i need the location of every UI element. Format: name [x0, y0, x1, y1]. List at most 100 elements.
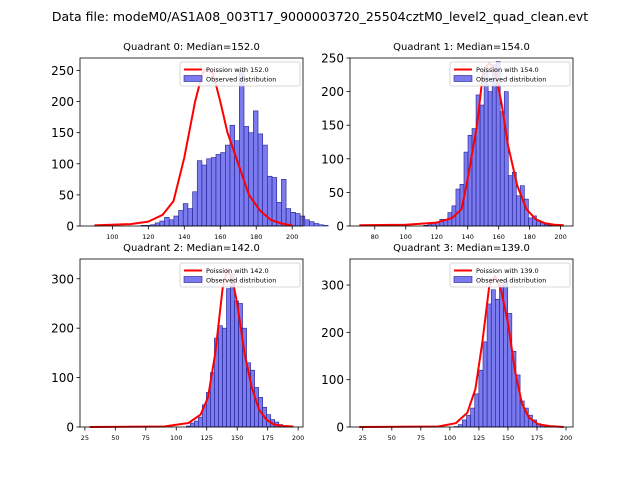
histogram-bar — [290, 212, 296, 227]
legend-bar-swatch — [453, 276, 473, 283]
x-tick-label: 150 — [502, 434, 514, 442]
y-tick-label: 0 — [66, 220, 74, 234]
histogram-bar — [483, 71, 489, 227]
histogram-bar — [299, 215, 306, 227]
y-tick-label: 250 — [321, 52, 344, 66]
x-tick-label: 75 — [142, 434, 150, 442]
histogram-bar — [528, 217, 533, 227]
histogram-bar — [198, 416, 203, 428]
y-tick-label: 50 — [59, 188, 74, 202]
y-tick-label: 0 — [336, 220, 344, 234]
histogram-bar — [225, 144, 231, 227]
histogram-bar — [281, 179, 287, 227]
histogram-bar — [243, 126, 249, 227]
legend-box — [449, 61, 571, 87]
histogram-bars — [423, 61, 553, 227]
x-tick-label: 50 — [111, 434, 119, 442]
x-tick-label: 175 — [261, 434, 273, 442]
histogram-bar — [206, 158, 212, 227]
histogram-bar — [220, 152, 226, 227]
y-tick-label: 300 — [51, 272, 74, 286]
axes-frame — [349, 258, 574, 428]
legend-bar-swatch — [453, 75, 473, 82]
x-tick-label: 75 — [417, 434, 425, 442]
x-tick-label: 50 — [388, 434, 396, 442]
legend: Poission with 154.0 Observed distribution — [449, 61, 571, 87]
histogram-bar — [189, 422, 195, 428]
histogram-bars — [140, 70, 329, 227]
histogram-bar — [194, 420, 199, 428]
y-tick-label: 0 — [66, 421, 74, 435]
histogram-bar — [215, 154, 221, 227]
histogram-bar — [201, 164, 207, 227]
histogram-bar — [487, 91, 493, 227]
histogram-bar — [154, 222, 161, 227]
axes-frame — [349, 57, 574, 227]
histogram-bar — [474, 393, 480, 428]
histogram-bar — [470, 407, 476, 428]
x-tick-label: 200 — [554, 233, 566, 241]
histogram-bar — [218, 325, 223, 428]
histogram-bar — [318, 224, 324, 227]
y-tick-label: 100 — [51, 157, 74, 171]
legend-bar-label: Observed distribution — [206, 76, 276, 84]
histogram-bar — [479, 104, 485, 227]
subplot-title: Quadrant 0: Median=152.0 — [123, 42, 260, 53]
y-tick-label: 250 — [51, 64, 74, 78]
legend-box — [179, 61, 301, 87]
histogram-bar — [495, 298, 500, 428]
y-tick-label: 150 — [51, 126, 74, 140]
histogram-bar — [516, 195, 521, 227]
legend-bar-swatch — [183, 276, 203, 283]
legend-bar-label: Observed distribution — [476, 76, 546, 84]
x-tick-label: 25 — [359, 434, 367, 442]
subplot-quadrant-0: Quadrant 0: Median=152.0 100 120 140 160 180 2… — [51, 42, 329, 241]
axes-frame — [79, 258, 304, 428]
histogram-bar — [164, 216, 170, 227]
histogram-bars — [185, 273, 292, 428]
histogram-bar — [491, 64, 497, 227]
histogram-bar — [309, 221, 315, 227]
legend-line-label: Poission with 152.0 — [206, 66, 269, 74]
histogram-bar — [226, 288, 231, 428]
histogram-bar — [196, 160, 203, 227]
legend-line-label: Poission with 139.0 — [476, 267, 539, 275]
y-tick-label: 300 — [321, 279, 344, 293]
x-tick-label: 120 — [431, 233, 443, 241]
x-tick-label: 180 — [250, 233, 262, 241]
y-tick-label: 150 — [321, 119, 344, 133]
x-tick-label: 200 — [292, 434, 304, 442]
x-tick-label: 200 — [286, 233, 298, 241]
histogram-bar — [304, 219, 310, 227]
y-tick-label: 200 — [51, 322, 74, 336]
histogram-bar — [178, 210, 184, 227]
x-tick-label: 125 — [473, 434, 485, 442]
histogram-bar — [187, 208, 193, 227]
histogram-bar — [285, 208, 292, 227]
legend-bar-label: Observed distribution — [476, 277, 546, 285]
x-tick-label: 150 — [231, 434, 243, 442]
legend-bar-swatch — [183, 75, 203, 82]
subplot-title: Quadrant 2: Median=142.0 — [123, 243, 260, 254]
histogram-bar — [168, 219, 175, 227]
histogram-bar — [253, 110, 259, 227]
histogram-bar — [462, 419, 467, 428]
x-tick-label: 200 — [560, 434, 572, 442]
legend: Poission with 152.0 Observed distribution — [179, 61, 301, 87]
y-tick-label: 50 — [329, 186, 344, 200]
y-tick-label: 100 — [321, 373, 344, 387]
histogram-bar — [222, 327, 227, 428]
histogram-bar — [323, 225, 329, 227]
subplot-quadrant-2: Quadrant 2: Median=142.0 25 50 75 100 125 150 1… — [51, 243, 304, 442]
legend-box — [449, 262, 571, 288]
legend-bar-label: Observed distribution — [206, 277, 276, 285]
x-tick-label: 175 — [531, 434, 543, 442]
histogram-bar — [230, 273, 235, 428]
legend: Poission with 139.0 Observed distribution — [449, 262, 571, 288]
histogram-bar — [271, 177, 278, 227]
legend: Poission with 142.0 Observed distribution — [179, 262, 301, 288]
histogram-bar — [478, 369, 484, 428]
subplot-title: Quadrant 1: Median=154.0 — [393, 42, 530, 53]
subplot-title: Quadrant 3: Median=139.0 — [393, 243, 530, 254]
